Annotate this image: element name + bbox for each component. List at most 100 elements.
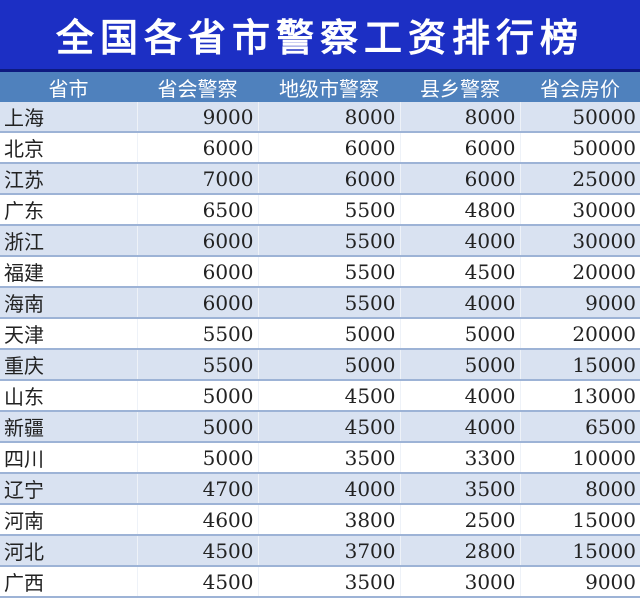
value-cell: 4000 [399, 380, 520, 412]
value-cell: 2800 [399, 535, 520, 567]
value-cell: 6000 [136, 256, 258, 288]
value-cell: 9000 [519, 287, 640, 319]
value-cell: 5500 [136, 349, 258, 381]
table-row: 四川 5000 3500 3300 10000 [0, 442, 640, 474]
value-cell: 25000 [519, 163, 640, 195]
value-cell: 8000 [257, 102, 400, 133]
value-cell: 4000 [257, 473, 400, 505]
value-cell: 9000 [136, 102, 258, 133]
value-cell: 6000 [136, 287, 258, 319]
value-cell: 4000 [399, 225, 520, 257]
province-cell: 北京 [0, 132, 137, 164]
province-cell: 河南 [0, 504, 137, 536]
value-cell: 6500 [136, 194, 258, 226]
value-cell: 5000 [399, 318, 520, 350]
value-cell: 6000 [257, 132, 400, 164]
value-cell: 5500 [136, 318, 258, 350]
province-cell: 浙江 [0, 225, 137, 257]
header-row: 省市 省会警察 地级市警察 县乡警察 省会房价 [0, 72, 640, 102]
province-cell: 江苏 [0, 163, 137, 195]
value-cell: 3500 [399, 473, 520, 505]
value-cell: 10000 [519, 442, 640, 474]
column-header: 省市 [0, 72, 137, 102]
province-cell: 广西 [0, 566, 137, 598]
table-row: 浙江 6000 5500 4000 30000 [0, 225, 640, 257]
column-header: 省会警察 [137, 72, 258, 102]
value-cell: 50000 [519, 132, 640, 164]
value-cell: 30000 [519, 225, 640, 257]
table-row: 上海 9000 8000 8000 50000 [0, 102, 640, 133]
value-cell: 5000 [257, 318, 400, 350]
value-cell: 15000 [519, 504, 640, 536]
table-row: 广西 4500 3500 3000 9000 [0, 566, 640, 598]
column-header: 省会房价 [520, 72, 640, 102]
province-cell: 天津 [0, 318, 137, 350]
value-cell: 8000 [519, 473, 640, 505]
value-cell: 5500 [257, 287, 400, 319]
value-cell: 2500 [399, 504, 520, 536]
value-cell: 15000 [519, 535, 640, 567]
table-row: 天津 5500 5000 5000 20000 [0, 318, 640, 350]
table-row: 福建 6000 5500 4500 20000 [0, 256, 640, 288]
table-row: 新疆 5000 4500 4000 6500 [0, 411, 640, 443]
value-cell: 7000 [136, 163, 258, 195]
province-cell: 河北 [0, 535, 137, 567]
value-cell: 3300 [399, 442, 520, 474]
table-row: 江苏 7000 6000 6000 25000 [0, 163, 640, 195]
value-cell: 3500 [257, 442, 400, 474]
province-cell: 上海 [0, 102, 137, 133]
value-cell: 5500 [257, 225, 400, 257]
table-row: 山东 5000 4500 4000 13000 [0, 380, 640, 412]
value-cell: 50000 [519, 102, 640, 133]
table-row: 河南 4600 3800 2500 15000 [0, 504, 640, 536]
value-cell: 13000 [519, 380, 640, 412]
value-cell: 5500 [257, 256, 400, 288]
province-cell: 山东 [0, 380, 137, 412]
value-cell: 9000 [519, 566, 640, 598]
value-cell: 3500 [257, 566, 400, 598]
value-cell: 4500 [136, 535, 258, 567]
value-cell: 4600 [136, 504, 258, 536]
value-cell: 6500 [519, 411, 640, 443]
value-cell: 4000 [399, 411, 520, 443]
province-cell: 四川 [0, 442, 137, 474]
value-cell: 5000 [399, 349, 520, 381]
value-cell: 4000 [399, 287, 520, 319]
province-cell: 福建 [0, 256, 137, 288]
table-row: 广东 6500 5500 4800 30000 [0, 194, 640, 226]
province-cell: 广东 [0, 194, 137, 226]
value-cell: 5000 [136, 380, 258, 412]
value-cell: 3800 [257, 504, 400, 536]
value-cell: 5000 [136, 442, 258, 474]
province-cell: 辽宁 [0, 473, 137, 505]
page-title: 全国各省市警察工资排行榜 [0, 0, 640, 72]
value-cell: 20000 [519, 256, 640, 288]
value-cell: 5000 [257, 349, 400, 381]
table-row: 海南 6000 5500 4000 9000 [0, 287, 640, 319]
table-row: 辽宁 4700 4000 3500 8000 [0, 473, 640, 505]
value-cell: 6000 [399, 163, 520, 195]
value-cell: 20000 [519, 318, 640, 350]
value-cell: 8000 [399, 102, 520, 133]
value-cell: 4500 [136, 566, 258, 598]
value-cell: 4500 [257, 411, 400, 443]
value-cell: 15000 [519, 349, 640, 381]
column-header: 县乡警察 [400, 72, 520, 102]
value-cell: 6000 [136, 132, 258, 164]
province-cell: 新疆 [0, 411, 137, 443]
value-cell: 5000 [136, 411, 258, 443]
value-cell: 6000 [257, 163, 400, 195]
value-cell: 6000 [136, 225, 258, 257]
province-cell: 重庆 [0, 349, 137, 381]
value-cell: 6000 [399, 132, 520, 164]
province-cell: 海南 [0, 287, 137, 319]
value-cell: 4700 [136, 473, 258, 505]
value-cell: 5500 [257, 194, 400, 226]
value-cell: 4500 [257, 380, 400, 412]
table-row: 重庆 5500 5000 5000 15000 [0, 349, 640, 381]
column-header: 地级市警察 [258, 72, 400, 102]
table-row: 河北 4500 3700 2800 15000 [0, 535, 640, 567]
value-cell: 4500 [399, 256, 520, 288]
value-cell: 3000 [399, 566, 520, 598]
value-cell: 3700 [257, 535, 400, 567]
